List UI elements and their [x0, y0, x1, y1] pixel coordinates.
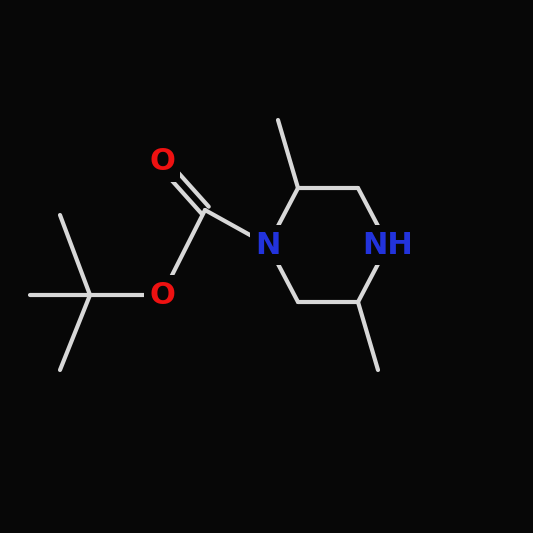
Text: O: O [149, 148, 175, 176]
Text: O: O [149, 280, 175, 310]
Text: N: N [255, 230, 281, 260]
Text: NH: NH [362, 230, 414, 260]
